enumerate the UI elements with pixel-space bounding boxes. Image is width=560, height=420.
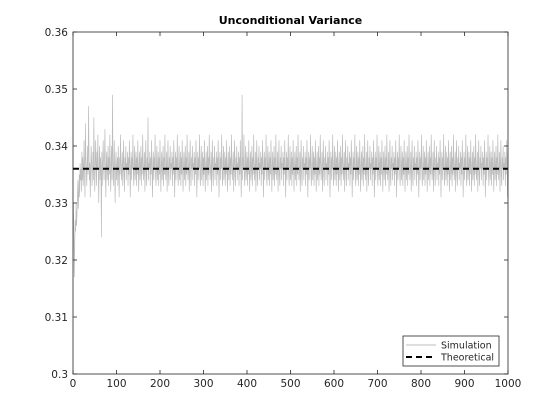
- x-tick-label: 800: [411, 378, 431, 390]
- y-tick-label: 0.32: [45, 255, 68, 267]
- legend-theoretical-label: Theoretical: [440, 353, 494, 364]
- x-tick-label: 100: [106, 378, 126, 390]
- y-tick-label: 0.36: [45, 27, 69, 39]
- y-tick-label: 0.33: [45, 198, 68, 210]
- x-tick-label: 500: [280, 378, 300, 390]
- x-tick-label: 200: [150, 378, 170, 390]
- legend-simulation-label: Simulation: [441, 341, 492, 352]
- simulation-line: [73, 94, 509, 278]
- x-tick-label: 600: [324, 378, 344, 390]
- x-tick-label: 0: [70, 378, 77, 390]
- legend: Simulation Theoretical: [402, 335, 500, 367]
- x-tick-label: 700: [367, 378, 387, 390]
- simulation-series-layer: [73, 94, 509, 278]
- legend-box: [402, 335, 500, 367]
- y-axis: 0.3 0.31 0.32 0.33 0.34 0.35 0.36: [45, 27, 508, 381]
- chart-title: Unconditional Variance: [219, 14, 363, 27]
- x-tick-label: 300: [193, 378, 213, 390]
- x-tick-label: 400: [237, 378, 257, 390]
- y-tick-label: 0.35: [45, 84, 68, 96]
- y-tick-label: 0.31: [45, 312, 68, 324]
- y-tick-label: 0.3: [51, 369, 68, 381]
- x-tick-label: 1000: [495, 378, 522, 390]
- x-tick-label: 900: [454, 378, 474, 390]
- plot-area: [73, 32, 508, 374]
- x-axis: 0 100 200 300 400 500 600 700 800 900 1000: [70, 32, 522, 390]
- y-tick-label: 0.34: [45, 141, 69, 153]
